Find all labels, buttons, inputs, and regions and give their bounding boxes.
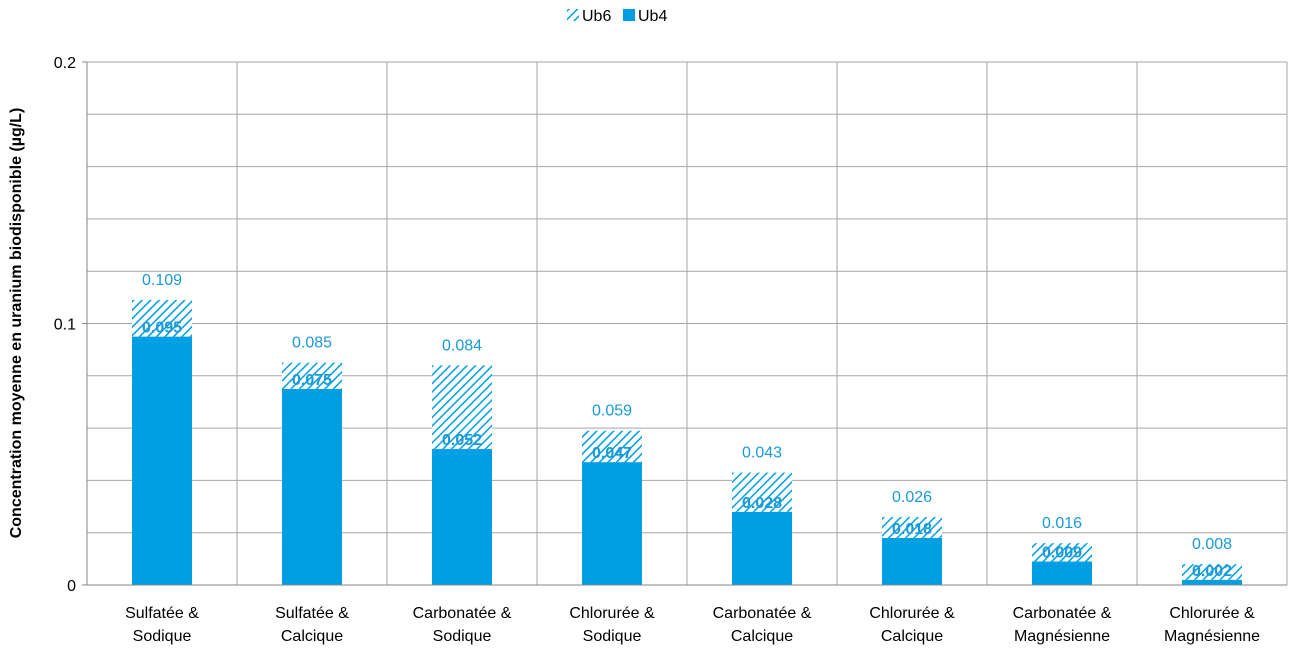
bar-ub4 bbox=[582, 462, 642, 585]
x-tick-label-line: Chlorurée & bbox=[869, 605, 955, 622]
x-tick-label: Chlorurée & Magnésienne bbox=[1164, 605, 1260, 645]
legend: Ub6 Ub4 bbox=[567, 8, 667, 25]
x-tick-label-line: Magnésienne bbox=[1164, 628, 1260, 645]
bar-ub6 bbox=[132, 299, 192, 337]
y-axis-title: Concentration moyenne en uranium biodisp… bbox=[8, 108, 25, 539]
x-tick-label-line: Carbonatée & bbox=[1013, 605, 1112, 622]
bars bbox=[132, 299, 1242, 585]
x-tick-label-line: Calcique bbox=[731, 628, 793, 645]
bar-ub4 bbox=[1182, 579, 1242, 585]
x-tick-label-line: Sodique bbox=[583, 628, 642, 645]
bar-ub4 bbox=[882, 537, 942, 585]
data-label-ub4: 0.052 bbox=[442, 432, 482, 449]
data-label-ub4: 0.047 bbox=[592, 445, 632, 462]
x-tick-label-line: Sodique bbox=[433, 628, 492, 645]
bar-ub4 bbox=[432, 449, 492, 585]
x-tick-label: Sulfatée & Calcique bbox=[275, 605, 349, 645]
x-tick-label: Carbonatée & Calcique bbox=[713, 605, 812, 645]
bar-ub6 bbox=[282, 362, 342, 389]
data-label-total: 0.026 bbox=[892, 489, 932, 506]
bar-ub6 bbox=[732, 472, 792, 512]
gridlines bbox=[87, 61, 1288, 585]
x-tick-label: Carbonatée & Sodique bbox=[413, 605, 512, 645]
bar-ub6 bbox=[1032, 543, 1092, 562]
y-tick-label: 0.1 bbox=[54, 317, 76, 334]
data-labels: 0.109 0.095 0.085 0.075 0.084 0.052 0.059 0.047… bbox=[142, 272, 1232, 580]
data-label-total: 0.084 bbox=[442, 337, 482, 354]
bar-ub6 bbox=[432, 365, 492, 450]
x-tick-label-line: Calcique bbox=[881, 628, 943, 645]
x-tick-label: Chlorurée & Sodique bbox=[569, 605, 655, 645]
data-label-ub4: 0.028 bbox=[742, 495, 782, 512]
data-label-total: 0.109 bbox=[142, 272, 182, 289]
legend-label-ub6: Ub6 bbox=[582, 8, 611, 25]
x-tick-label: Sulfatée & Sodique bbox=[125, 605, 199, 645]
data-label-ub4: 0.095 bbox=[142, 320, 182, 337]
x-tick-label-line: Chlorurée & bbox=[1169, 605, 1255, 622]
y-tick-label: 0 bbox=[67, 578, 76, 595]
legend-swatch-ub6 bbox=[567, 9, 579, 21]
data-label-ub4: 0.002 bbox=[1192, 563, 1232, 580]
data-label-ub4: 0.075 bbox=[292, 372, 332, 389]
x-tick-label: Chlorurée & Calcique bbox=[869, 605, 955, 645]
x-tick-label-line: Calcique bbox=[281, 628, 343, 645]
bar-ub4 bbox=[132, 336, 192, 585]
bar-ub6 bbox=[882, 517, 942, 538]
x-tick-label-line: Chlorurée & bbox=[569, 605, 655, 622]
x-tick-label: Carbonatée & Magnésienne bbox=[1013, 605, 1112, 645]
x-tick-label-line: Sodique bbox=[133, 628, 192, 645]
data-label-total: 0.016 bbox=[1042, 515, 1082, 532]
x-tick-label-line: Carbonatée & bbox=[413, 605, 512, 622]
bar-ub4 bbox=[1032, 561, 1092, 585]
legend-swatch-ub4 bbox=[623, 9, 635, 21]
bar-ub4 bbox=[732, 511, 792, 585]
y-tick-label: 0.2 bbox=[54, 55, 76, 72]
data-label-total: 0.008 bbox=[1192, 536, 1232, 553]
bar-ub6 bbox=[582, 430, 642, 463]
data-label-ub4: 0.009 bbox=[1042, 544, 1082, 561]
data-label-total: 0.043 bbox=[742, 445, 782, 462]
legend-label-ub4: Ub4 bbox=[638, 8, 667, 25]
x-tick-label-line: Magnésienne bbox=[1014, 628, 1110, 645]
data-label-ub4: 0.018 bbox=[892, 521, 932, 538]
data-label-total: 0.059 bbox=[592, 403, 632, 420]
x-tick-label-line: Sulfatée & bbox=[125, 605, 199, 622]
bar-ub4 bbox=[282, 388, 342, 585]
x-tick-label-line: Sulfatée & bbox=[275, 605, 349, 622]
bar-ub6 bbox=[1182, 564, 1242, 580]
data-label-total: 0.085 bbox=[292, 335, 332, 352]
x-tick-label-line: Carbonatée & bbox=[713, 605, 812, 622]
